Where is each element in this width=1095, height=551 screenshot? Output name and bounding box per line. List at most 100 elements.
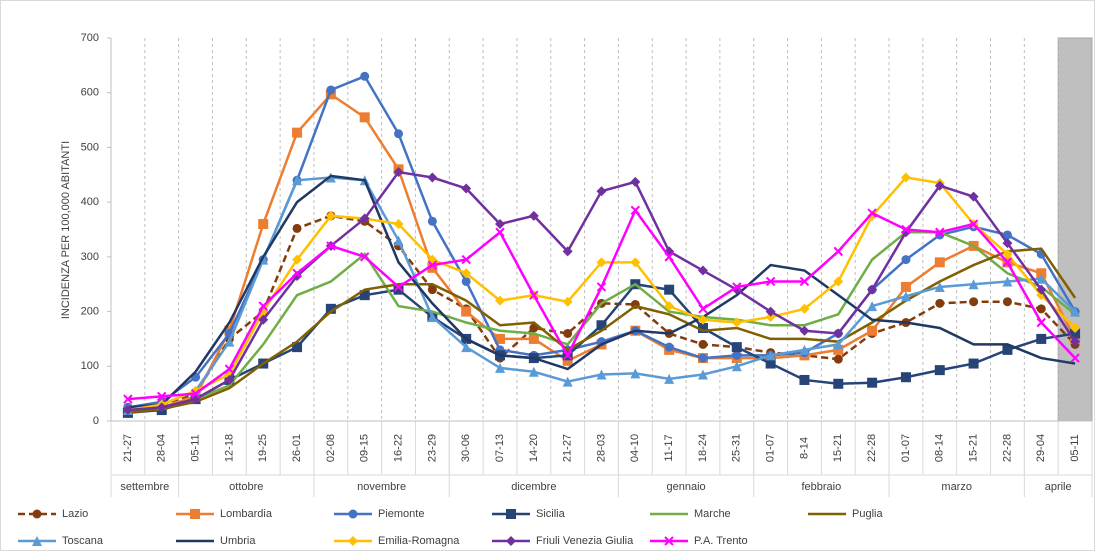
point <box>833 328 844 339</box>
point <box>697 265 708 276</box>
point <box>224 364 235 374</box>
point <box>901 255 911 265</box>
x-tick-label: 15-21 <box>832 434 844 462</box>
point <box>1070 306 1081 317</box>
point <box>427 262 438 273</box>
x-tick-label: 09-15 <box>359 434 371 462</box>
legend-label: Emilia-Romagna <box>378 535 460 547</box>
point <box>528 333 539 344</box>
point <box>1070 322 1081 333</box>
y-tick-label: 100 <box>81 360 99 372</box>
point <box>630 176 641 187</box>
point <box>697 314 708 325</box>
point <box>562 355 573 366</box>
point <box>393 167 404 178</box>
point <box>461 268 472 279</box>
point <box>1002 230 1012 240</box>
point <box>562 350 573 361</box>
point <box>1036 317 1046 328</box>
point <box>1002 257 1013 268</box>
x-tick-label: 29-04 <box>1035 434 1047 462</box>
x-tick-label: 12-18 <box>223 434 235 462</box>
x-tick-label: 14-20 <box>528 434 540 462</box>
point <box>867 284 878 295</box>
point <box>393 284 404 295</box>
point <box>292 342 303 353</box>
point <box>596 369 607 380</box>
point <box>1036 333 1047 344</box>
point <box>867 301 878 312</box>
y-tick-label: 500 <box>81 141 99 153</box>
y-tick-label: 200 <box>81 305 99 317</box>
point <box>867 208 877 218</box>
point <box>157 391 167 402</box>
legend-label: Lombardia <box>220 508 273 520</box>
point <box>867 325 878 336</box>
point <box>461 254 471 265</box>
point <box>1036 304 1046 314</box>
point <box>495 362 506 373</box>
point <box>833 276 844 287</box>
point <box>968 358 979 369</box>
y-axis-title: INCIDENZA PER 100,000 ABITANTI <box>60 141 72 319</box>
point <box>495 227 505 237</box>
point <box>698 304 708 314</box>
group-label: febbraio <box>801 481 841 493</box>
legend-label: Umbria <box>220 535 256 547</box>
x-tick-label: 23-29 <box>426 434 438 462</box>
point <box>1036 273 1047 284</box>
x-tick-label: 05-11 <box>189 434 201 461</box>
point <box>900 172 911 183</box>
point <box>325 172 336 183</box>
point <box>190 388 201 399</box>
legend-label: Lazio <box>62 508 88 520</box>
x-tick-label: 01-07 <box>900 434 912 462</box>
legend-label: Piemonte <box>378 508 424 520</box>
point <box>630 368 641 379</box>
x-tick-label: 18-24 <box>697 434 709 462</box>
point <box>394 129 404 139</box>
point <box>799 303 810 314</box>
group-label: dicembre <box>511 481 556 493</box>
point <box>1002 238 1013 249</box>
point <box>1002 344 1013 355</box>
point <box>393 219 404 230</box>
point <box>292 271 303 282</box>
point <box>325 303 336 314</box>
legend-marker <box>664 536 674 546</box>
point <box>562 376 573 387</box>
x-tick-label: 05-11 <box>1069 434 1081 461</box>
group-label: settembre <box>120 481 169 493</box>
point <box>562 296 573 307</box>
x-tick-label: 01-07 <box>765 434 777 462</box>
y-tick-label: 600 <box>81 87 99 99</box>
point <box>969 297 979 307</box>
point <box>833 339 844 350</box>
group-label: marzo <box>941 481 972 493</box>
point <box>427 216 437 226</box>
point <box>799 325 810 336</box>
group-label: ottobre <box>229 481 263 493</box>
point <box>731 361 742 372</box>
point <box>529 290 539 300</box>
point <box>292 223 302 233</box>
point <box>664 373 675 384</box>
legend-label: P.A. Trento <box>694 535 748 547</box>
x-tick-label: 21-27 <box>122 434 134 462</box>
point <box>393 282 404 292</box>
legend-label: Friuli Venezia Giulia <box>536 535 634 547</box>
point <box>156 402 167 413</box>
x-tick-label: 16-22 <box>392 434 404 462</box>
point <box>697 322 708 333</box>
point <box>935 298 945 308</box>
point <box>934 365 945 376</box>
point <box>935 227 945 237</box>
point <box>664 342 674 352</box>
point <box>1002 249 1013 260</box>
point <box>934 281 945 292</box>
legend-marker <box>348 536 358 546</box>
point <box>698 339 708 349</box>
point <box>292 268 302 278</box>
point <box>1036 268 1047 279</box>
